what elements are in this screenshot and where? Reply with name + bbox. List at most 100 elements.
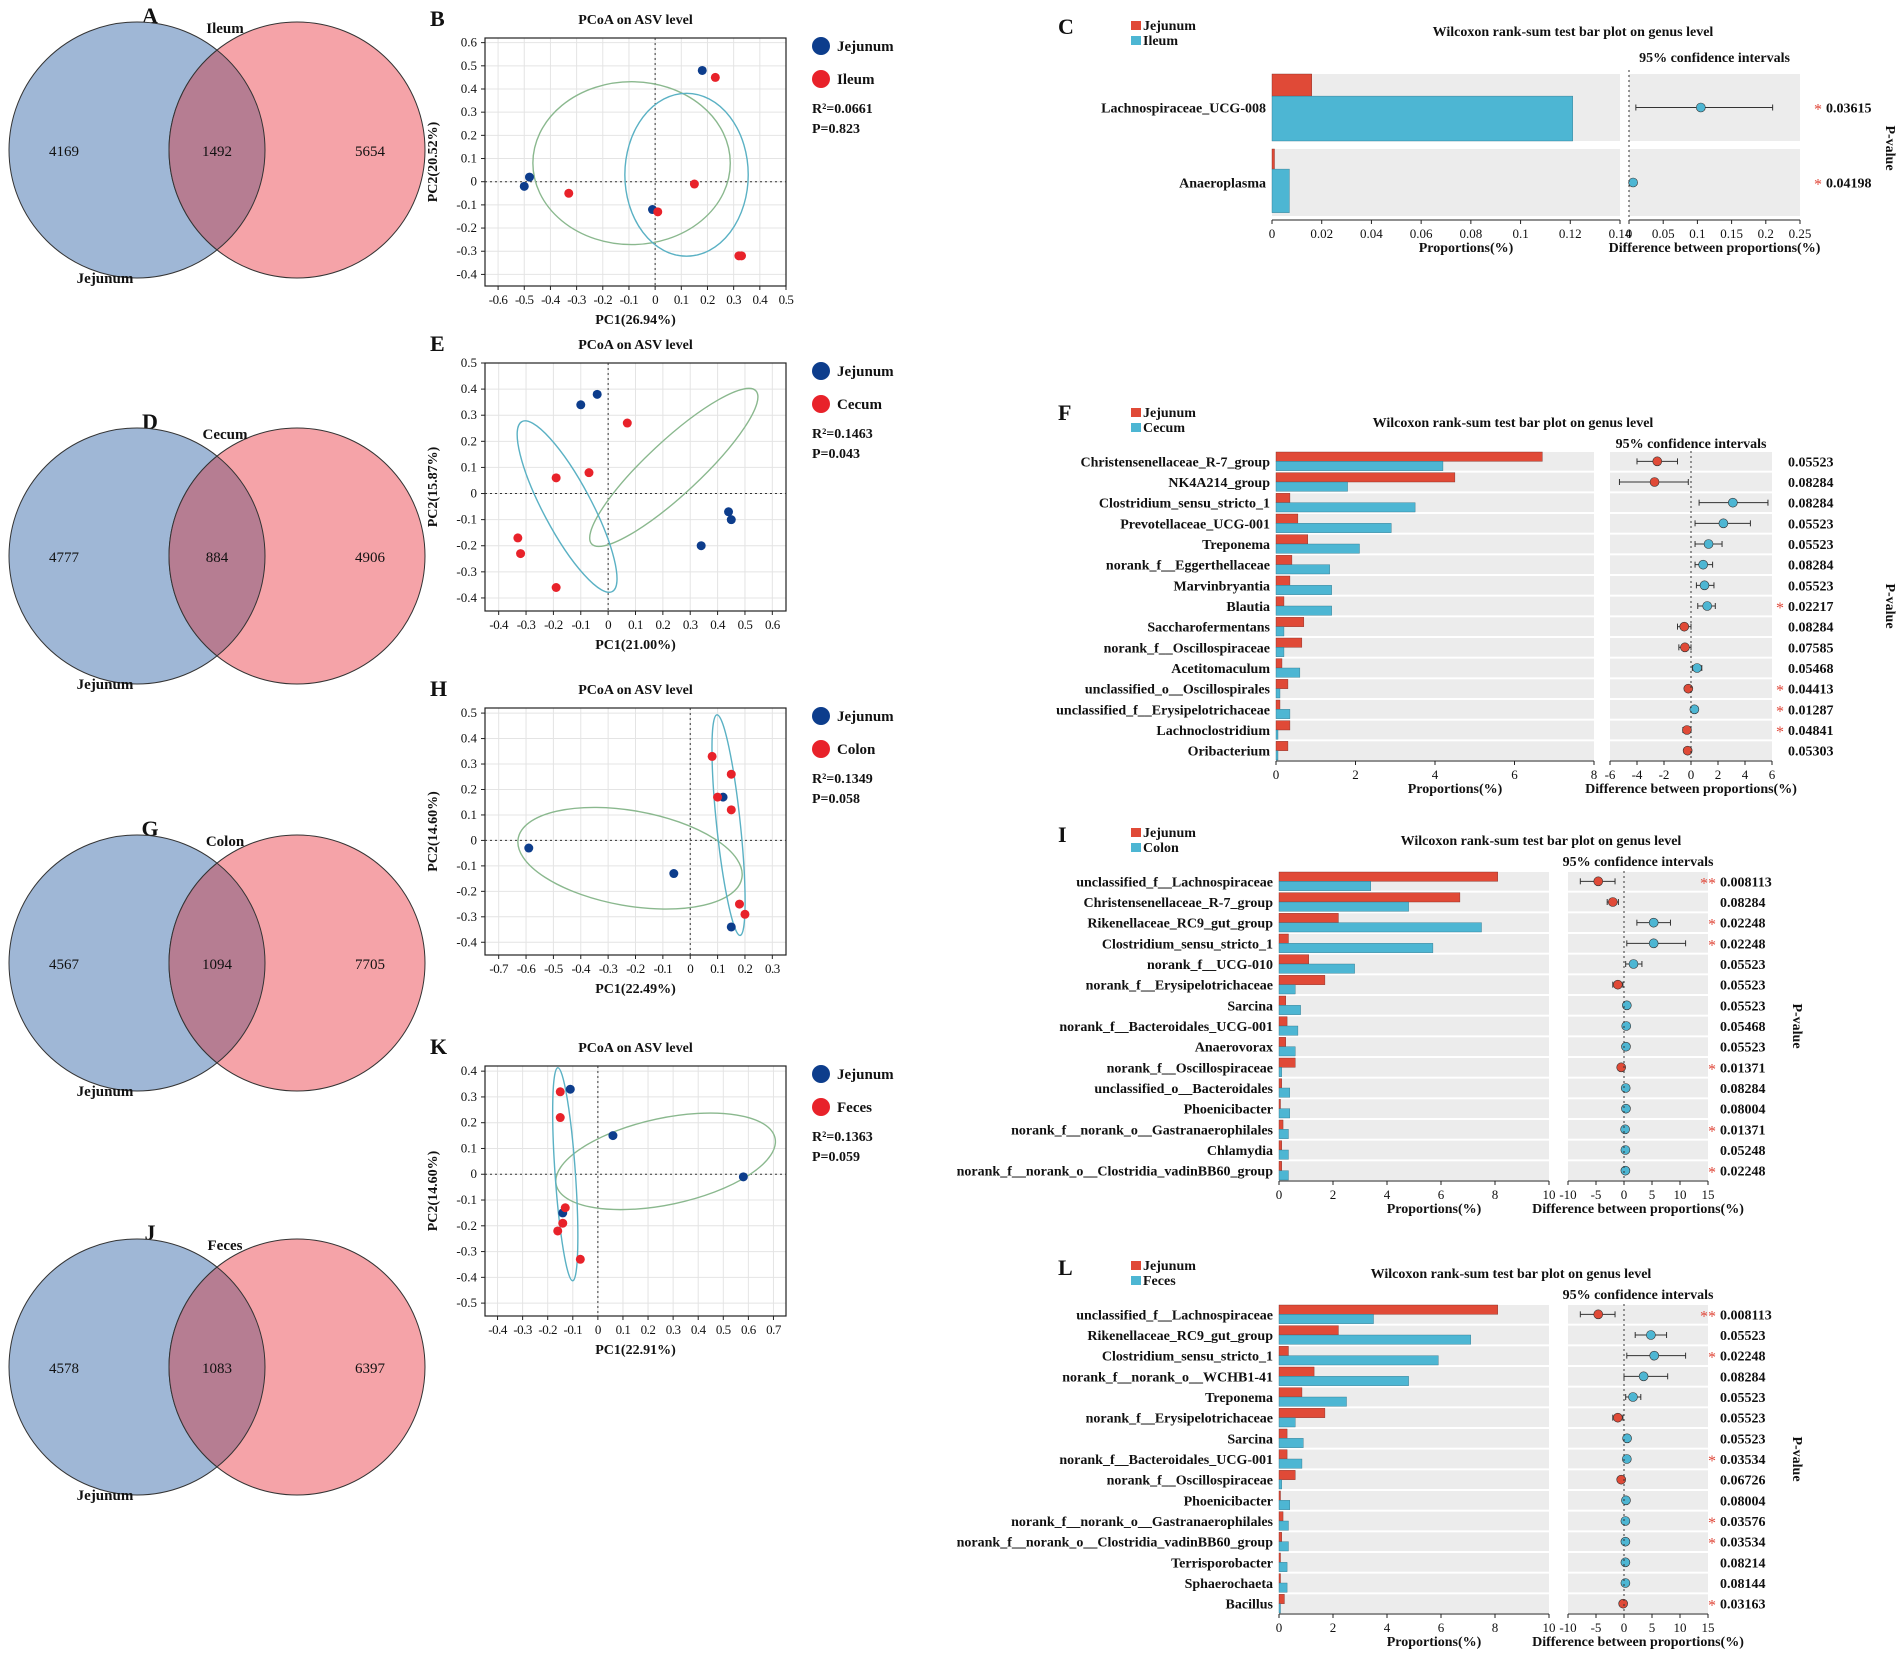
legend-swatch [1131, 408, 1141, 417]
venn-count-right: 7705 [355, 957, 385, 973]
bar-other [1275, 729, 1279, 740]
category-label: norank_f__Erysipelotrichaceae [1086, 1412, 1273, 1427]
bar-other [1275, 564, 1330, 575]
bar-jejunum [1278, 1346, 1289, 1356]
p-value: 0.08284 [1720, 896, 1766, 911]
data-point-ileum [564, 188, 574, 198]
data-point-jejunum [696, 541, 706, 551]
bar-other [1275, 647, 1285, 657]
bar-other [1278, 1479, 1282, 1490]
ci-point [1620, 1578, 1631, 1588]
ci-row-background [1568, 1491, 1708, 1510]
ci-x-tick-label: 0.15 [1720, 226, 1743, 241]
ci-point [1689, 704, 1700, 715]
legend-swatch [1131, 828, 1141, 837]
ci-x-tick-label: 0 [1621, 1620, 1628, 1635]
significance-star: * [1708, 1061, 1716, 1078]
panel-letter: K [430, 1034, 447, 1059]
x-tick-label: 10 [1543, 1187, 1556, 1202]
bar-jejunum [1278, 1016, 1288, 1027]
ci-point [1620, 1124, 1630, 1135]
category-label: Lachnospiraceae_UCG-008 [1101, 102, 1266, 117]
ci-row-background [1610, 576, 1772, 595]
legend-marker [812, 707, 830, 725]
bar-other [1275, 605, 1332, 616]
bar-jejunum [1275, 617, 1305, 627]
x-tick-label: 0.1 [1512, 226, 1528, 241]
bar-jejunum [1278, 1099, 1281, 1109]
category-label: Phoenicibacter [1184, 1494, 1273, 1509]
venn-count-shared: 1492 [202, 144, 232, 160]
y-tick-label: 0 [471, 832, 478, 847]
category-label: Prevotellaceae_UCG-001 [1120, 517, 1270, 532]
x-tick-label: 0.2 [641, 1322, 656, 1337]
category-label: norank_f__Oscillospiraceae [1107, 1474, 1273, 1489]
p-value: 0.08144 [1720, 1577, 1766, 1592]
y-tick-label: 0 [471, 486, 478, 501]
significance-star: * [1708, 1598, 1716, 1615]
category-label: NK4A214_group [1168, 476, 1270, 491]
bar-jejunum [1275, 720, 1291, 731]
x-tick-label: -0.4 [541, 292, 561, 307]
x-axis-label: PC1(21.00%) [595, 638, 676, 653]
bar-jejunum [1275, 513, 1299, 524]
ci-point [1622, 1000, 1632, 1011]
x-tick-label: 0.02 [1310, 226, 1333, 241]
p-value: 0.04841 [1788, 724, 1834, 739]
chart-title: PCoA on ASV level [578, 338, 693, 353]
bar-jejunum [1278, 933, 1289, 944]
ci-point [1728, 497, 1738, 508]
x-tick-label: 0.5 [779, 292, 794, 307]
panel-letter: E [430, 331, 445, 356]
p-value-axis-label: P-value [1882, 583, 1897, 628]
category-label: norank_f__norank_o__Gastranaerophilales [1011, 1123, 1273, 1138]
x-tick-label: 4 [1384, 1620, 1391, 1635]
ci-title: 95% confidence intervals [1639, 51, 1790, 66]
p-value-axis-label: P-value [1882, 125, 1897, 170]
bar-jejunum [1278, 892, 1461, 903]
venn-count-shared: 884 [206, 550, 229, 566]
data-point-jejunum [524, 172, 534, 182]
bar-other [1275, 626, 1285, 637]
p-value: 0.008113 [1720, 875, 1772, 890]
x-tick-label: 0.3 [726, 292, 741, 307]
ci-title: 95% confidence intervals [1616, 437, 1767, 452]
legend-swatch [1131, 1261, 1141, 1270]
p-value: 0.03534 [1720, 1536, 1766, 1551]
x-axis-label: PC1(22.49%) [595, 982, 676, 997]
row-background [1276, 658, 1594, 678]
venn-label-right: Ileum [206, 21, 244, 37]
row-background [1276, 576, 1594, 595]
bar-jejunum [1271, 73, 1312, 97]
category-label: Phoenicibacter [1184, 1103, 1273, 1118]
ci-row-background [1568, 1573, 1708, 1593]
data-point-feces [560, 1203, 570, 1213]
ci-x-tick-label: 6 [1769, 767, 1776, 782]
data-point-jejunum [592, 389, 602, 399]
panel-letter: J [145, 1220, 156, 1245]
bar-jejunum [1278, 1490, 1281, 1501]
bar-other [1278, 1129, 1289, 1139]
panel-letter: F [1058, 400, 1071, 425]
bar-jejunum [1278, 1161, 1282, 1171]
legend-swatch [1131, 423, 1141, 432]
y-tick-label: -0.1 [456, 1192, 477, 1207]
row-background [1279, 1449, 1549, 1469]
bar-jejunum [1278, 1594, 1285, 1604]
p-value: 0.08214 [1720, 1556, 1766, 1571]
significance-star: * [1708, 1350, 1716, 1367]
ci-point [1682, 725, 1692, 735]
ci-point [1718, 518, 1729, 529]
row-background [1272, 149, 1620, 216]
row-background [1279, 1016, 1549, 1036]
ci-x-axis-label: Difference between proportions(%) [1585, 782, 1797, 797]
category-label: Anaeroplasma [1179, 177, 1266, 192]
category-label: Bacillus [1226, 1598, 1274, 1613]
row-background [1279, 1491, 1549, 1510]
p-value: 0.04198 [1826, 177, 1872, 192]
venn-label-left: Jejunum [77, 677, 134, 693]
p-value: 0.03576 [1720, 1515, 1766, 1530]
ci-x-tick-label: 10 [1674, 1187, 1687, 1202]
